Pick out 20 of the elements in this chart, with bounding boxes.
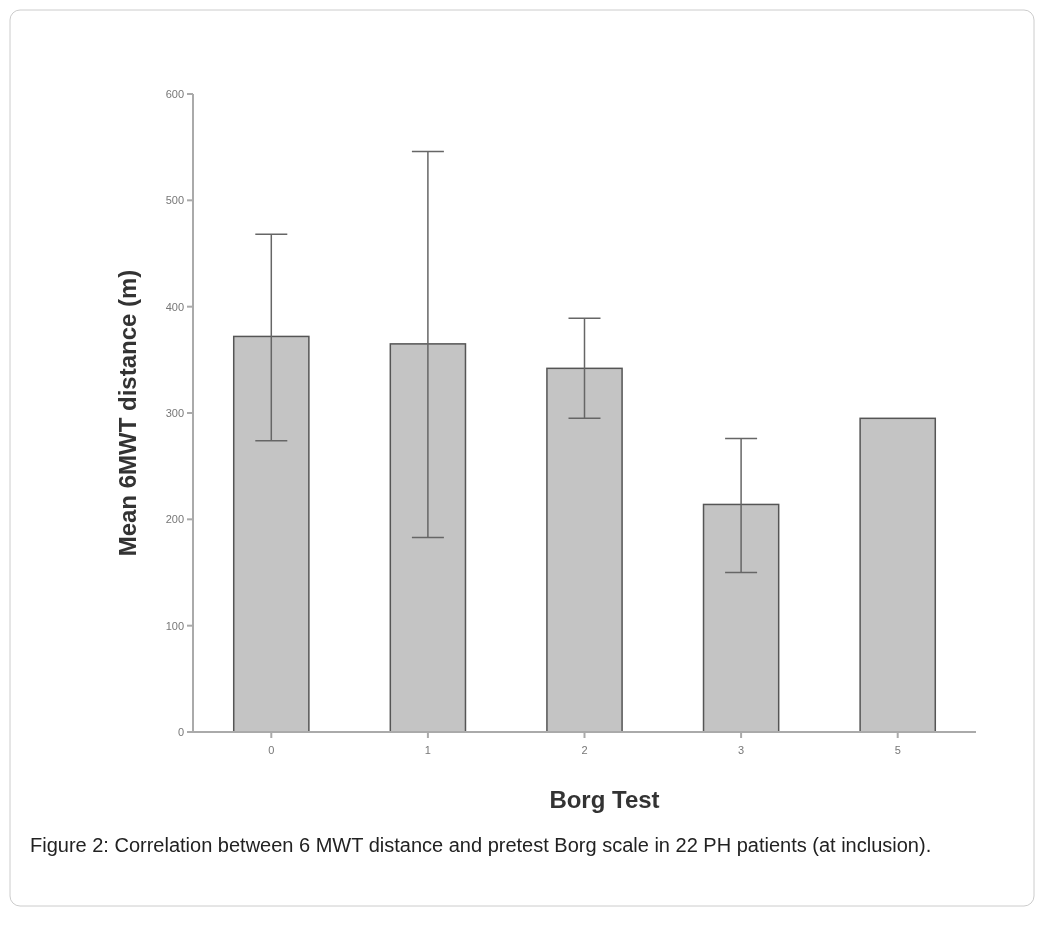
x-tick-label: 5 (894, 744, 901, 756)
y-tick-label: 600 (165, 87, 184, 100)
y-tick-label: 400 (165, 300, 184, 313)
x-tick-label: 2 (581, 744, 588, 756)
bar (232, 335, 310, 733)
y-tick-label: 200 (165, 513, 184, 526)
bar (546, 367, 623, 733)
bar (859, 417, 937, 733)
bar (389, 343, 467, 733)
x-axis-title: Borg Test (549, 786, 660, 813)
y-axis-title: Mean 6MWT distance (m) (114, 269, 141, 557)
y-tick-label: 100 (165, 619, 184, 632)
caption: Figure 2: Correlation between 6 MWT distance and pretest Borg scale in 22 PH patients (at inclusion). (30, 833, 933, 858)
y-tick-label: 500 (165, 194, 184, 207)
bar (702, 503, 780, 733)
y-tick-label: 0 (177, 725, 184, 738)
y-tick-label: 300 (165, 406, 184, 419)
x-tick-label: 1 (424, 744, 431, 756)
x-tick-label: 0 (268, 744, 275, 756)
x-tick-label: 3 (738, 744, 745, 756)
